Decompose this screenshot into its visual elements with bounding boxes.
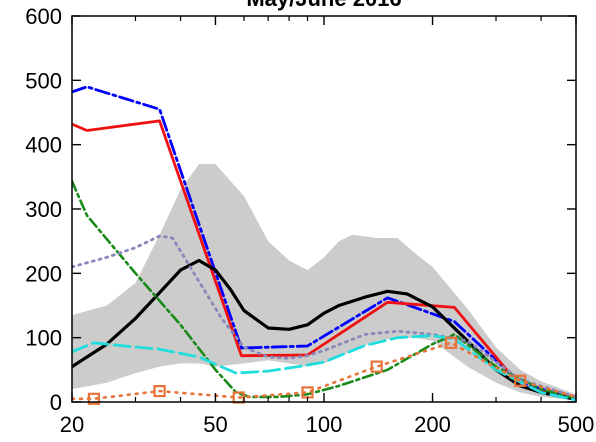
- series-marker: [444, 336, 458, 349]
- series-marker: [370, 360, 383, 373]
- y-tick-label: 600: [25, 4, 62, 29]
- series-marker: [87, 392, 101, 405]
- y-axis: 0 100 200 300 400 500 600: [25, 4, 576, 415]
- y-tick-label: 200: [25, 261, 62, 286]
- series-line-7: [72, 341, 576, 401]
- series-line-4: [72, 180, 576, 401]
- y-tick-label: 0: [50, 390, 62, 415]
- x-tick-label: 100: [306, 412, 343, 437]
- x-axis: 20 50 100 200 500: [60, 16, 595, 437]
- y-tick-label: 300: [25, 197, 62, 222]
- series-marker: [153, 385, 166, 398]
- x-tick-label: 500: [558, 412, 595, 437]
- x-tick-label: 20: [60, 412, 84, 437]
- y-tick-label: 400: [25, 133, 62, 158]
- x-tick-label: 50: [203, 412, 227, 437]
- series-layer: [72, 85, 576, 402]
- chart-title: May/June 2016: [246, 0, 401, 11]
- y-tick-label: 500: [25, 68, 62, 93]
- y-tick-label: 100: [25, 326, 62, 351]
- series-line-5: [72, 234, 576, 399]
- x-tick-label: 200: [414, 412, 451, 437]
- series-line-6: [72, 334, 576, 402]
- series-marker: [514, 374, 527, 387]
